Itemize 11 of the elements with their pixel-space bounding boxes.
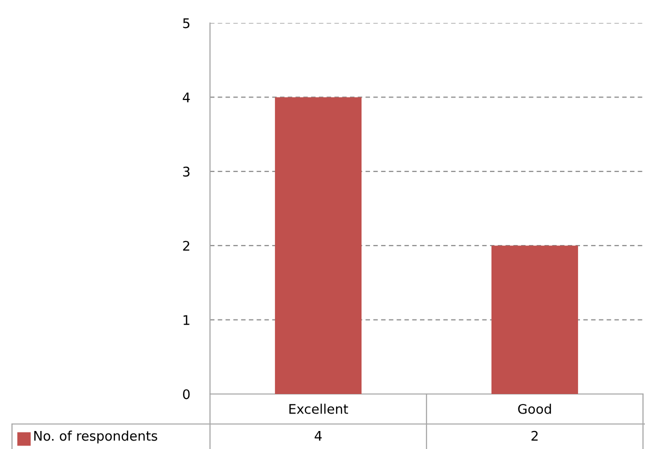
legend-label: No. of respondents	[34, 430, 158, 444]
data-label: 4	[314, 431, 322, 441]
data-label: 2	[532, 430, 538, 441]
y-tick-label: 4	[182, 92, 190, 102]
y-tick-label: 2	[183, 240, 190, 251]
y-tick-label: 3	[183, 166, 190, 177]
y-tick-label: 1	[184, 315, 190, 325]
y-tick-label: 0	[183, 389, 190, 400]
x-tick-label: Excellent	[289, 404, 348, 414]
x-tick-label: Good	[518, 404, 551, 414]
y-tick-label: 5	[183, 18, 190, 28]
